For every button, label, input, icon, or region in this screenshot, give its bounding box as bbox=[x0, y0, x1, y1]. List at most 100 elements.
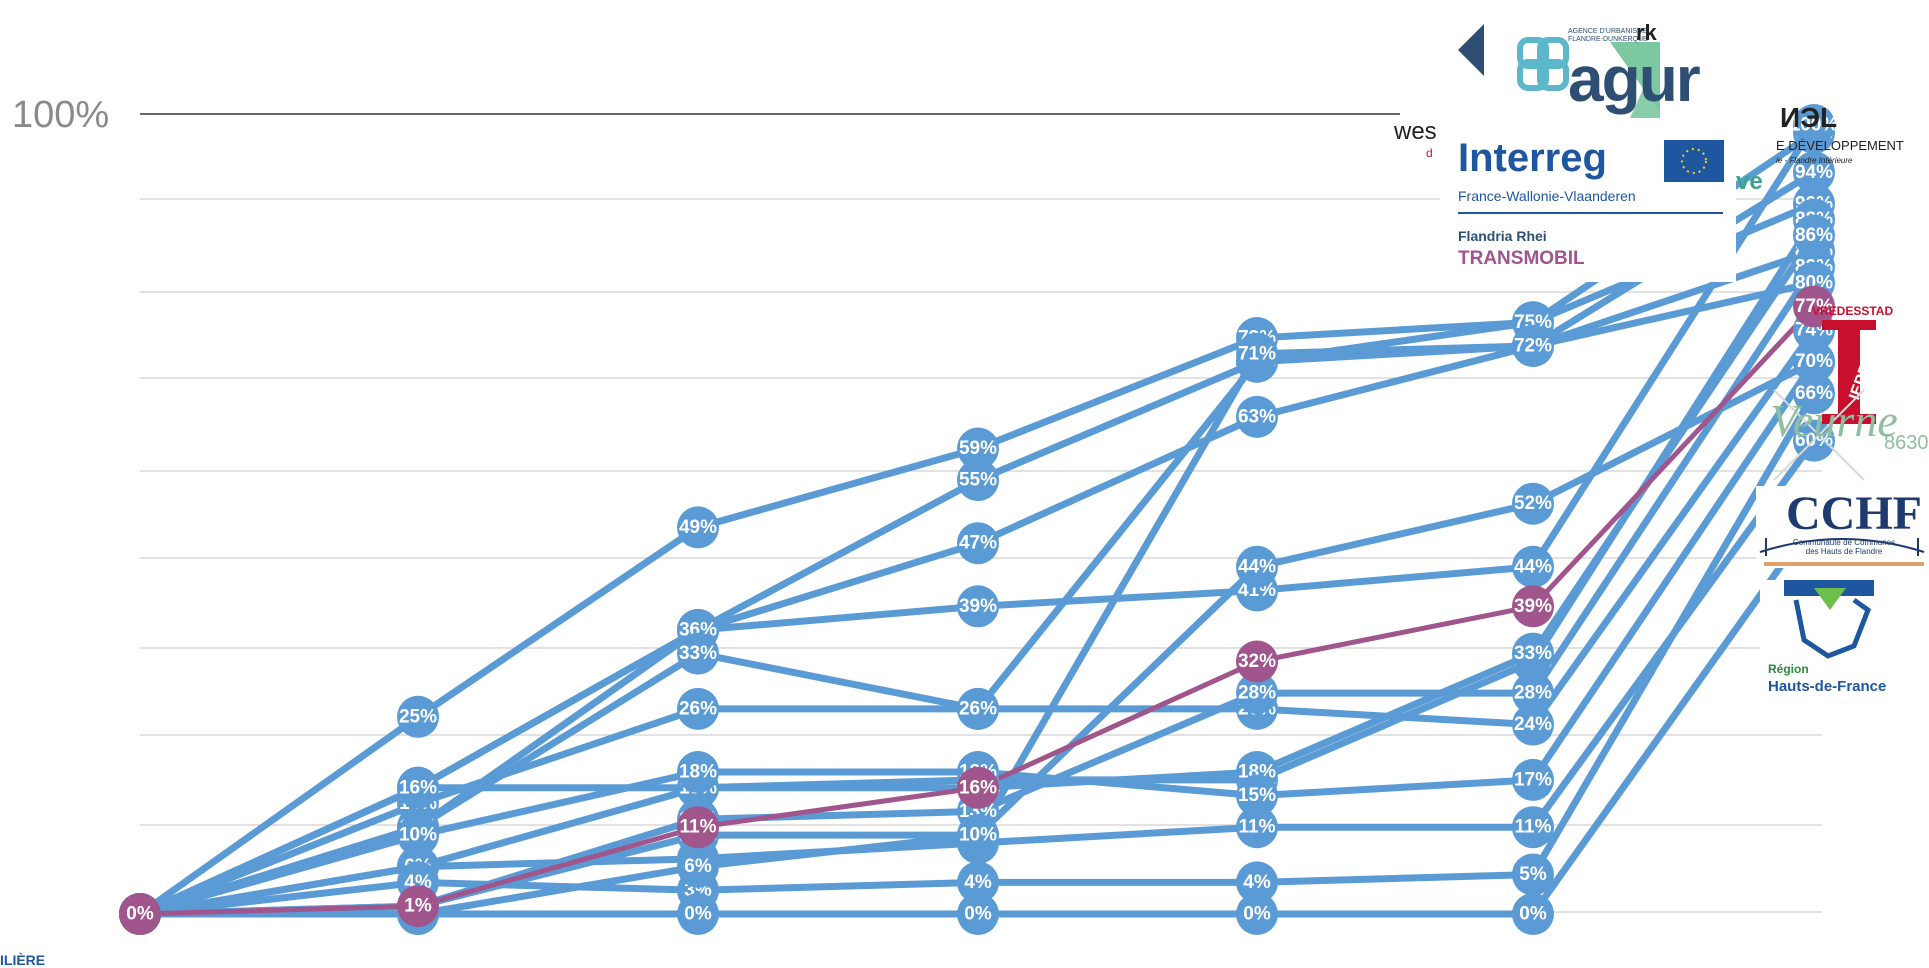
agur-wordmark: agur bbox=[1568, 43, 1701, 115]
ieper-logo: VREDESSTAD IEPER bbox=[1812, 304, 1893, 424]
point-label: 0% bbox=[684, 904, 712, 925]
data-point: 33% bbox=[677, 632, 719, 675]
point-marker bbox=[1512, 806, 1554, 849]
data-point: 18% bbox=[677, 751, 719, 793]
data-point: 59% bbox=[957, 427, 999, 470]
data-point: 26% bbox=[677, 687, 719, 730]
point-label: 25% bbox=[399, 706, 437, 727]
data-point: 16% bbox=[397, 766, 439, 809]
veurne-cross-icon bbox=[1773, 389, 1865, 481]
point-label: 0% bbox=[964, 904, 992, 925]
point-marker bbox=[1512, 545, 1554, 588]
point-marker bbox=[397, 695, 439, 738]
point-marker bbox=[677, 845, 719, 888]
point-marker bbox=[1512, 632, 1554, 675]
data-point: 47% bbox=[957, 522, 999, 565]
point-label: 94% bbox=[1795, 162, 1833, 183]
triangle-left-icon bbox=[1458, 24, 1484, 76]
point-marker bbox=[957, 427, 999, 470]
interreg-logo: Interreg France-Wallonie-Vlaanderen Flan… bbox=[1440, 118, 1736, 282]
point-marker bbox=[957, 585, 999, 628]
cchf-underline bbox=[1764, 562, 1924, 566]
point-label: 49% bbox=[679, 517, 717, 538]
point-label: 59% bbox=[959, 438, 997, 459]
data-point: 11% bbox=[677, 806, 719, 849]
data-point: 71% bbox=[1236, 332, 1278, 375]
point-marker bbox=[1236, 806, 1278, 849]
agur-mark-icon bbox=[1517, 37, 1660, 118]
point-label: 28% bbox=[1514, 683, 1552, 704]
point-marker bbox=[397, 885, 439, 928]
point-label: 4% bbox=[964, 872, 992, 893]
data-point: 24% bbox=[1512, 703, 1554, 746]
partial-logo-text-dev: E DÉVELOPPEMENT bbox=[1776, 138, 1904, 153]
point-label: 55% bbox=[959, 470, 997, 491]
ieper-mark-icon bbox=[1822, 320, 1876, 424]
point-marker bbox=[1236, 774, 1278, 817]
data-point: 66% bbox=[1793, 372, 1835, 415]
data-points: 0%25%49%59%73%75%99%0%16%36%55%70%72%94%… bbox=[119, 104, 1838, 935]
point-marker bbox=[1512, 893, 1554, 935]
data-point: 39% bbox=[957, 585, 999, 628]
point-label: 52% bbox=[1514, 493, 1552, 514]
hdf-map-icon bbox=[1784, 580, 1874, 659]
ieper-tagline: VREDESSTAD bbox=[1812, 304, 1894, 318]
point-marker bbox=[677, 687, 719, 730]
point-marker bbox=[1793, 104, 1835, 146]
data-point: 6% bbox=[677, 845, 719, 888]
point-label: 10% bbox=[399, 825, 437, 846]
point-label: 44% bbox=[1238, 556, 1276, 577]
point-marker bbox=[957, 687, 999, 730]
point-label: 5% bbox=[1519, 864, 1547, 885]
point-label: 18% bbox=[679, 762, 717, 783]
data-point: 0% bbox=[677, 893, 719, 935]
region-name: Hauts-de-France bbox=[1768, 678, 1887, 695]
data-point: 10% bbox=[957, 814, 999, 857]
agur-logo: AGENCE D'URBANISME FLANDRE-DUNKERQUE agu… bbox=[1510, 18, 1701, 118]
point-marker bbox=[957, 893, 999, 935]
partner-logos: AGENCE D'URBANISME FLANDRE-DUNKERQUE agu… bbox=[1394, 0, 1929, 700]
point-marker bbox=[677, 506, 719, 549]
point-marker bbox=[957, 522, 999, 565]
data-point: 17% bbox=[1512, 758, 1554, 801]
cchf-wordmark: CCHF bbox=[1786, 487, 1922, 540]
data-point: 0% bbox=[957, 893, 999, 935]
flandria-rhei-label: Flandria Rhei bbox=[1458, 228, 1547, 244]
data-point: 1% bbox=[397, 885, 439, 928]
point-label: 47% bbox=[959, 533, 997, 554]
point-marker bbox=[1236, 545, 1278, 588]
point-marker bbox=[119, 893, 161, 935]
veurne-wordmark: Veurne bbox=[1770, 395, 1898, 446]
point-label: 15% bbox=[1238, 785, 1276, 806]
data-point: 28% bbox=[1236, 672, 1278, 715]
point-marker bbox=[1236, 672, 1278, 715]
veurne-logo: Veurne 8630 bbox=[1744, 380, 1929, 490]
point-marker bbox=[957, 766, 999, 809]
data-point: 70% bbox=[1793, 340, 1835, 383]
transmobil-label: TRANSMOBIL bbox=[1458, 248, 1585, 269]
point-label: 10% bbox=[959, 825, 997, 846]
point-marker bbox=[1512, 853, 1554, 896]
data-point: 4% bbox=[957, 861, 999, 904]
point-label: 33% bbox=[1514, 643, 1552, 664]
point-marker bbox=[1236, 893, 1278, 935]
point-marker bbox=[1512, 324, 1554, 367]
data-point: 0% bbox=[119, 893, 161, 935]
cchf-logo: CCHF Communauté de Communes des Hauts de… bbox=[1756, 486, 1929, 568]
point-label: 77% bbox=[1795, 296, 1833, 317]
partial-logo-text-d: d bbox=[1426, 146, 1433, 160]
point-label: 16% bbox=[399, 777, 437, 798]
point-label: 16% bbox=[959, 777, 997, 798]
point-label: 44% bbox=[1514, 556, 1552, 577]
point-marker bbox=[1512, 703, 1554, 746]
partial-logo-text-rk: rk bbox=[1636, 20, 1657, 45]
interreg-subtitle: France-Wallonie-Vlaanderen bbox=[1458, 188, 1636, 204]
point-marker bbox=[1512, 672, 1554, 715]
point-label: 6% bbox=[684, 856, 712, 877]
data-point: 0% bbox=[1512, 893, 1554, 935]
data-point: 77% bbox=[1793, 285, 1835, 328]
point-marker bbox=[677, 751, 719, 793]
point-label: 24% bbox=[1514, 714, 1552, 735]
point-label: 11% bbox=[680, 817, 717, 838]
data-point: 28% bbox=[1512, 672, 1554, 715]
